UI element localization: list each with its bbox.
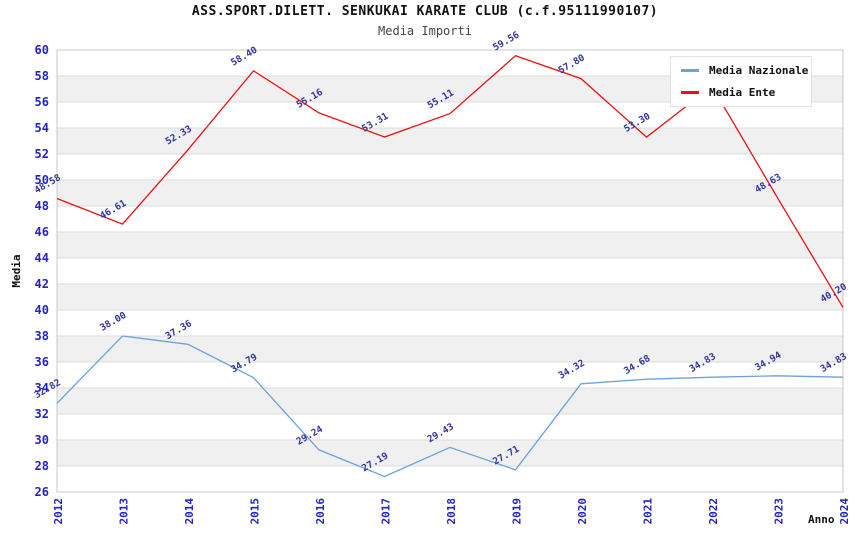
data-label: 57.80 [557, 52, 588, 76]
legend-line-sample-blue [681, 69, 699, 72]
data-label: 58.40 [229, 45, 260, 69]
plot-band [57, 232, 843, 258]
y-tick-label: 34 [35, 381, 49, 395]
y-tick-label: 44 [35, 251, 49, 265]
y-axis-title: Media [10, 254, 23, 287]
legend-label: Media Nazionale [709, 64, 809, 77]
y-tick-label: 52 [35, 147, 49, 161]
x-tick-label: 2017 [380, 498, 393, 525]
legend-item-media-nazionale: Media Nazionale [681, 64, 808, 77]
x-tick-label: 2024 [838, 498, 850, 525]
x-tick-label: 2014 [183, 498, 196, 525]
chart-subtitle: Media Importi [378, 24, 472, 38]
y-tick-label: 26 [35, 485, 49, 499]
x-tick-label: 2023 [773, 498, 786, 525]
y-tick-label: 58 [35, 69, 49, 83]
data-label: 38.00 [98, 310, 129, 334]
chart-title: ASS.SPORT.DILETT. SENKUKAI KARATE CLUB (… [191, 4, 659, 19]
x-tick-label: 2020 [576, 498, 589, 525]
plot-band [57, 336, 843, 362]
y-tick-label: 54 [35, 121, 49, 135]
x-tick-label: 2013 [118, 498, 131, 525]
x-tick-label: 2021 [642, 498, 655, 525]
legend: Media Nazionale Media Ente [670, 56, 812, 107]
legend-item-media-ente: Media Ente [681, 86, 801, 99]
y-tick-label: 32 [35, 407, 49, 421]
y-tick-label: 28 [35, 459, 49, 473]
y-tick-label: 50 [35, 173, 49, 187]
y-tick-label: 46 [35, 225, 49, 239]
y-tick-label: 36 [35, 355, 49, 369]
y-tick-label: 48 [35, 199, 49, 213]
x-tick-label: 2022 [707, 498, 720, 525]
y-tick-label: 40 [35, 303, 49, 317]
plot-band [57, 180, 843, 206]
legend-line-sample-red [681, 91, 699, 94]
plot-border [56, 49, 844, 493]
x-tick-label: 2012 [52, 498, 65, 525]
plot-band [57, 388, 843, 414]
plot-band [57, 284, 843, 310]
x-tick-label: 2018 [445, 498, 458, 525]
x-tick-label: 2019 [511, 498, 524, 525]
y-tick-label: 30 [35, 433, 49, 447]
y-tick-label: 38 [35, 329, 49, 343]
x-axis-title: Anno [808, 513, 835, 526]
plot-band [57, 440, 843, 466]
y-tick-label: 60 [35, 43, 49, 57]
y-tick-label: 56 [35, 95, 49, 109]
x-tick-label: 2016 [314, 498, 327, 525]
series-line-media-nazionale [56, 335, 844, 478]
y-tick-label: 42 [35, 277, 49, 291]
x-tick-label: 2015 [249, 498, 262, 525]
legend-label: Media Ente [709, 86, 776, 99]
